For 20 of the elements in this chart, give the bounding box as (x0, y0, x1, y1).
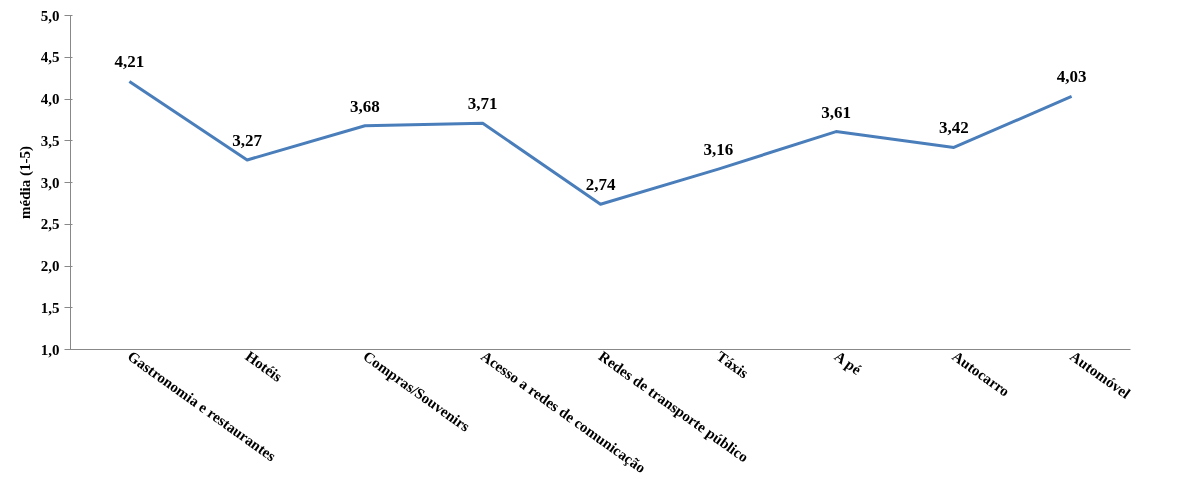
y-tick-label: 2,0 (40, 258, 60, 274)
data-label: 3,16 (703, 140, 734, 160)
y-tick-label: 4,0 (40, 91, 60, 107)
y-tick-label: 1,0 (40, 341, 60, 358)
y-tick-label: 1,5 (40, 299, 60, 316)
data-label: 3,68 (350, 96, 380, 116)
y-tick-label: 3,0 (40, 174, 60, 191)
data-label: 3,71 (467, 94, 498, 114)
data-label: 3,42 (938, 118, 969, 138)
data-label: 3,27 (232, 130, 263, 150)
data-label: 3,61 (821, 102, 851, 122)
data-label: 2,74 (585, 175, 616, 195)
y-tick-label: 2,5 (40, 216, 60, 233)
y-tick-label: 5,0 (40, 7, 60, 24)
y-tick-label: 3,5 (40, 132, 60, 149)
x-tick-label: A pé (831, 347, 865, 378)
data-label: 4,21 (114, 52, 145, 72)
data-label: 4,03 (1056, 67, 1087, 87)
y-axis-title: média (1-5) (16, 146, 34, 219)
y-tick-label: 4,5 (40, 49, 60, 66)
